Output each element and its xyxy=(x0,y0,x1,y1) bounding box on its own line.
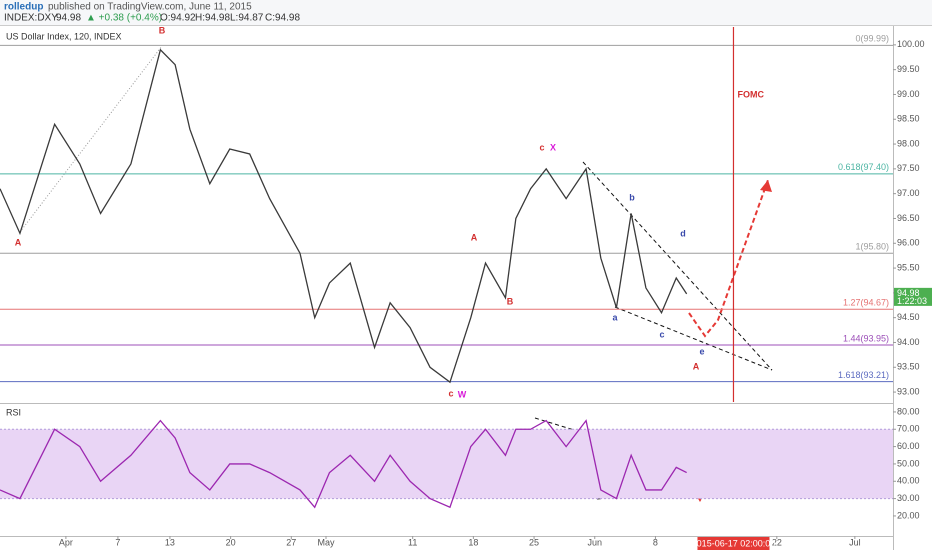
y-tick-label: 30.00 xyxy=(897,493,920,503)
fib-label: 1(95.80) xyxy=(855,242,889,252)
price-line xyxy=(0,419,687,509)
fib-label: 0.618(97.40) xyxy=(838,162,889,172)
published: published on TradingView.com, June 11, 2… xyxy=(48,2,252,13)
open: O:94.92 xyxy=(160,13,196,24)
price-line xyxy=(0,48,688,384)
y-tick-label: 20.00 xyxy=(897,510,920,520)
header-bar xyxy=(0,0,932,25)
y-tick-label: 95.50 xyxy=(897,262,920,272)
chart-title: US Dollar Index, 120, INDEX xyxy=(6,31,122,41)
x-tick-label: 22 xyxy=(772,537,782,547)
y-tick-label: 98.00 xyxy=(897,138,920,148)
event-label: FOMC xyxy=(737,89,764,99)
cursor-label: 2015-06-17 02:00:00 xyxy=(692,538,776,548)
y-tick-label: 50.00 xyxy=(897,458,920,468)
y-tick-label: 93.00 xyxy=(897,386,920,396)
wave-label: W xyxy=(458,389,467,399)
y-tick-label: 94.00 xyxy=(897,337,920,347)
wave-label: B xyxy=(159,25,166,35)
y-tick-label: 60.00 xyxy=(897,441,920,451)
y-tick-label: 96.50 xyxy=(897,213,920,223)
x-tick-label: 18 xyxy=(468,537,478,547)
trend-line xyxy=(614,306,773,371)
x-tick-label: 25 xyxy=(529,537,539,547)
low: L:94.87 xyxy=(230,13,264,24)
y-tick-label: 97.50 xyxy=(897,163,920,173)
fib-label: 1.44(93.95) xyxy=(843,333,889,343)
y-tick-label: 40.00 xyxy=(897,476,920,486)
x-tick-label: 13 xyxy=(165,537,175,547)
x-tick-label: 11 xyxy=(408,537,417,547)
y-tick-label: 80.00 xyxy=(897,406,920,416)
price: 94.98 xyxy=(56,13,81,24)
y-tick-label: 99.50 xyxy=(897,64,920,74)
x-tick-label: Jul xyxy=(849,537,861,547)
last-price: 94.98 xyxy=(897,288,920,298)
y-tick-label: 96.00 xyxy=(897,238,920,248)
cursor-box xyxy=(697,537,770,550)
x-tick-label: Apr xyxy=(59,537,73,547)
countdown: 1:22:03 xyxy=(897,296,927,306)
projection-arrow xyxy=(688,179,769,338)
x-tick-label: May xyxy=(317,537,335,547)
wave-label: a xyxy=(612,312,618,322)
x-tick-label: Jun xyxy=(587,537,602,547)
x-tick-label: 7 xyxy=(115,537,120,547)
y-tick-label: 70.00 xyxy=(897,424,920,434)
x-tick-label: 8 xyxy=(653,537,658,547)
high: H:94.98 xyxy=(195,13,230,24)
y-tick-label: 100.00 xyxy=(897,39,925,49)
wave-label: B xyxy=(507,296,514,306)
y-tick-label: 99.00 xyxy=(897,89,920,99)
fib-label: 0(99.99) xyxy=(855,34,889,44)
trend-line xyxy=(582,161,773,371)
change: ▲ +0.38 (+0.4%) xyxy=(86,13,162,24)
wave-label: d xyxy=(680,228,686,238)
y-tick-label: 97.00 xyxy=(897,188,920,198)
wave-label: A xyxy=(471,232,478,242)
wave-label: c xyxy=(448,388,453,398)
wave-label: A xyxy=(15,237,22,247)
wave-label: b xyxy=(629,192,635,202)
fib-label: 1.618(93.21) xyxy=(838,370,889,380)
y-tick-label: 94.50 xyxy=(897,312,920,322)
y-tick-label: 93.50 xyxy=(897,362,920,372)
wave-label: c xyxy=(539,142,544,152)
trend-line xyxy=(19,45,163,233)
wave-label: c xyxy=(659,329,664,339)
x-tick-label: 27 xyxy=(286,537,296,547)
y-tick-label: 98.50 xyxy=(897,114,920,124)
rsi-band xyxy=(0,429,893,499)
wave-label: A xyxy=(693,361,700,371)
wave-label: X xyxy=(550,142,556,152)
author[interactable]: rolledup xyxy=(4,2,43,13)
chart-title: RSI xyxy=(6,407,21,417)
wave-label: e xyxy=(699,346,704,356)
close: C:94.98 xyxy=(265,13,300,24)
arrow-head xyxy=(760,180,772,192)
fib-label: 1.27(94.67) xyxy=(843,298,889,308)
last-price-box xyxy=(894,287,932,306)
symbol: INDEX:DXY xyxy=(4,13,58,24)
x-tick-label: 20 xyxy=(226,537,236,547)
